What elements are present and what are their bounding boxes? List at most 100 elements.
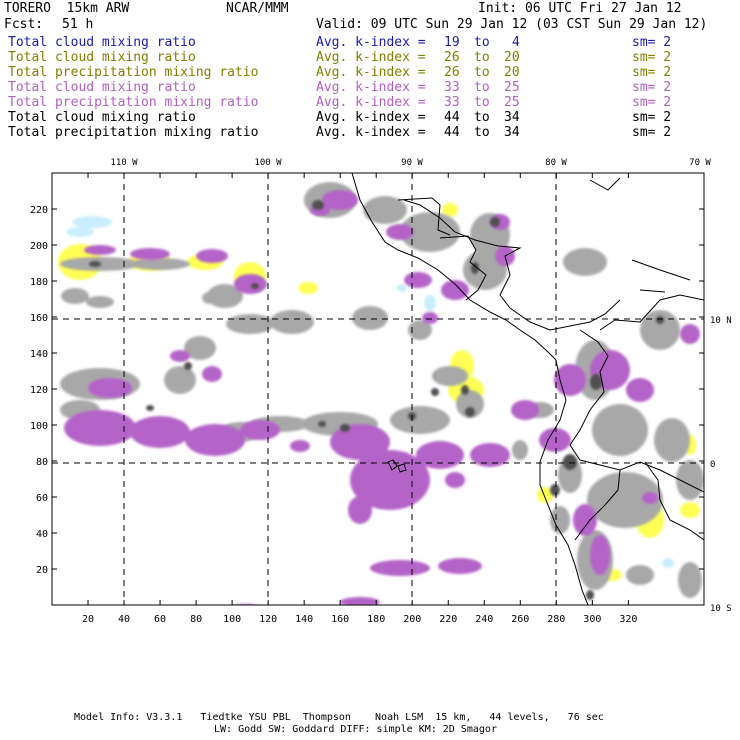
legend-stat: Avg. k-index = xyxy=(316,125,426,140)
y-axis-ticks: 220 200 180 160 140 120 100 80 60 40 20 xyxy=(30,205,704,576)
caribbean-coast xyxy=(403,199,621,331)
x-tick-label: 100 xyxy=(223,614,241,625)
legend-stat: Avg. k-index = xyxy=(316,80,426,95)
legend-smoothing: sm= 2 xyxy=(632,65,672,80)
y-tick-label: 60 xyxy=(36,493,48,504)
y-tick-label: 20 xyxy=(36,565,48,576)
legend-smoothing: sm= 2 xyxy=(632,50,672,65)
model-info-line2: LW: Godd SW: Goddard DIFF: simple KM: 2D… xyxy=(214,724,497,735)
legend-k-low: 4 xyxy=(512,35,520,50)
y-tick-label: 40 xyxy=(36,529,48,540)
legend-smoothing: sm= 2 xyxy=(632,95,672,110)
latitude-label: 10 N xyxy=(710,316,732,326)
y-tick-label: 120 xyxy=(30,385,48,396)
legend-to: to xyxy=(474,50,490,65)
legend-field: Total precipitation mixing ratio xyxy=(8,125,259,140)
latitude-ticks: 10 N 0 10 S xyxy=(710,316,732,614)
x-tick-label: 260 xyxy=(511,614,529,625)
legend-k-low: 20 xyxy=(504,65,520,80)
legend-to: to xyxy=(474,80,490,95)
legend-stat: Avg. k-index = xyxy=(316,50,426,65)
y-tick-label: 80 xyxy=(36,457,48,468)
dark-gray-cloud-cores xyxy=(89,200,664,600)
legend-smoothing: sm= 2 xyxy=(632,80,672,95)
legend-field: Total cloud mixing ratio xyxy=(8,35,196,50)
longitude-ticks: 110 W 100 W 90 W 80 W 70 W xyxy=(110,158,711,168)
legend-smoothing: sm= 2 xyxy=(632,35,672,50)
y-tick-label: 160 xyxy=(30,313,48,324)
legend-stat: Avg. k-index = xyxy=(316,95,426,110)
longitude-label: 90 W xyxy=(401,158,423,168)
y-tick-label: 200 xyxy=(30,241,48,252)
andes-border xyxy=(569,329,704,493)
center-name: NCAR/MMM xyxy=(226,1,289,16)
legend-to: to xyxy=(474,95,490,110)
latitude-label: 10 S xyxy=(710,604,732,614)
legend-to: to xyxy=(474,65,490,80)
legend-k-low: 34 xyxy=(504,110,520,125)
longitude-label: 100 W xyxy=(254,158,282,168)
legend-k-high: 33 xyxy=(444,95,460,110)
galapagos xyxy=(387,459,407,473)
legend-to: to xyxy=(474,35,490,50)
legend-stat: Avg. k-index = xyxy=(316,110,426,125)
south-america-coast xyxy=(539,359,589,605)
legend-k-high: 44 xyxy=(444,125,460,140)
legend-field: Total cloud mixing ratio xyxy=(8,50,196,65)
graticule xyxy=(52,173,704,605)
x-tick-label: 80 xyxy=(190,614,202,625)
x-tick-label: 120 xyxy=(259,614,277,625)
x-axis-ticks: 20 40 60 80 100 120 140 160 180 200 220 240 260 280 30… xyxy=(82,173,637,625)
legend-k-low: 34 xyxy=(504,125,520,140)
peru-border xyxy=(574,469,621,541)
legend-k-high: 26 xyxy=(444,65,460,80)
yucatan-outline xyxy=(397,197,451,236)
legend-k-high: 26 xyxy=(444,50,460,65)
gray-cloud-field xyxy=(60,182,704,598)
purple-precip-field xyxy=(64,190,700,605)
x-tick-label: 140 xyxy=(295,614,313,625)
x-tick-label: 40 xyxy=(118,614,130,625)
legend-k-low: 20 xyxy=(504,50,520,65)
x-tick-label: 280 xyxy=(547,614,565,625)
brazil-border xyxy=(644,461,704,541)
longitude-label: 80 W xyxy=(545,158,567,168)
y-tick-label: 100 xyxy=(30,421,48,432)
forecast-label: Fcst: xyxy=(4,17,44,32)
honduras-borders xyxy=(439,235,487,301)
light-blue-cloud-field xyxy=(66,216,674,568)
legend-field: Total cloud mixing ratio xyxy=(8,80,196,95)
legend-to: to xyxy=(474,125,490,140)
x-tick-label: 240 xyxy=(475,614,493,625)
x-tick-label: 220 xyxy=(439,614,457,625)
longitude-label: 110 W xyxy=(110,158,138,168)
longitude-label: 70 W xyxy=(689,158,711,168)
legend-k-high: 19 xyxy=(444,35,460,50)
legend-smoothing: sm= 2 xyxy=(632,110,672,125)
caribbean-islands xyxy=(589,177,691,293)
legend-stat: Avg. k-index = xyxy=(316,65,426,80)
legend-k-high: 33 xyxy=(444,80,460,95)
forecast-hour: 51 h xyxy=(62,17,94,32)
x-tick-label: 200 xyxy=(403,614,421,625)
model-info-line1: Model Info: V3.3.1 Tiedtke YSU PBL Thomp… xyxy=(74,712,604,723)
legend-to: to xyxy=(474,110,490,125)
y-tick-label: 180 xyxy=(30,277,48,288)
y-tick-label: 140 xyxy=(30,349,48,360)
x-tick-label: 160 xyxy=(331,614,349,625)
x-tick-label: 180 xyxy=(367,614,385,625)
legend-field: Total precipitation mixing ratio xyxy=(8,95,259,110)
x-tick-label: 320 xyxy=(619,614,637,625)
legend-field: Total precipitation mixing ratio xyxy=(8,65,259,80)
legend-k-high: 44 xyxy=(444,110,460,125)
legend-smoothing: sm= 2 xyxy=(632,125,672,140)
legend-stat: Avg. k-index = xyxy=(316,35,426,50)
model-title: TORERO 15km ARW xyxy=(4,1,130,16)
central-america-coast xyxy=(351,173,557,361)
y-tick-label: 220 xyxy=(30,205,48,216)
legend-k-low: 25 xyxy=(504,80,520,95)
coastlines xyxy=(351,173,704,605)
x-tick-label: 300 xyxy=(583,614,601,625)
legend-k-low: 25 xyxy=(504,95,520,110)
